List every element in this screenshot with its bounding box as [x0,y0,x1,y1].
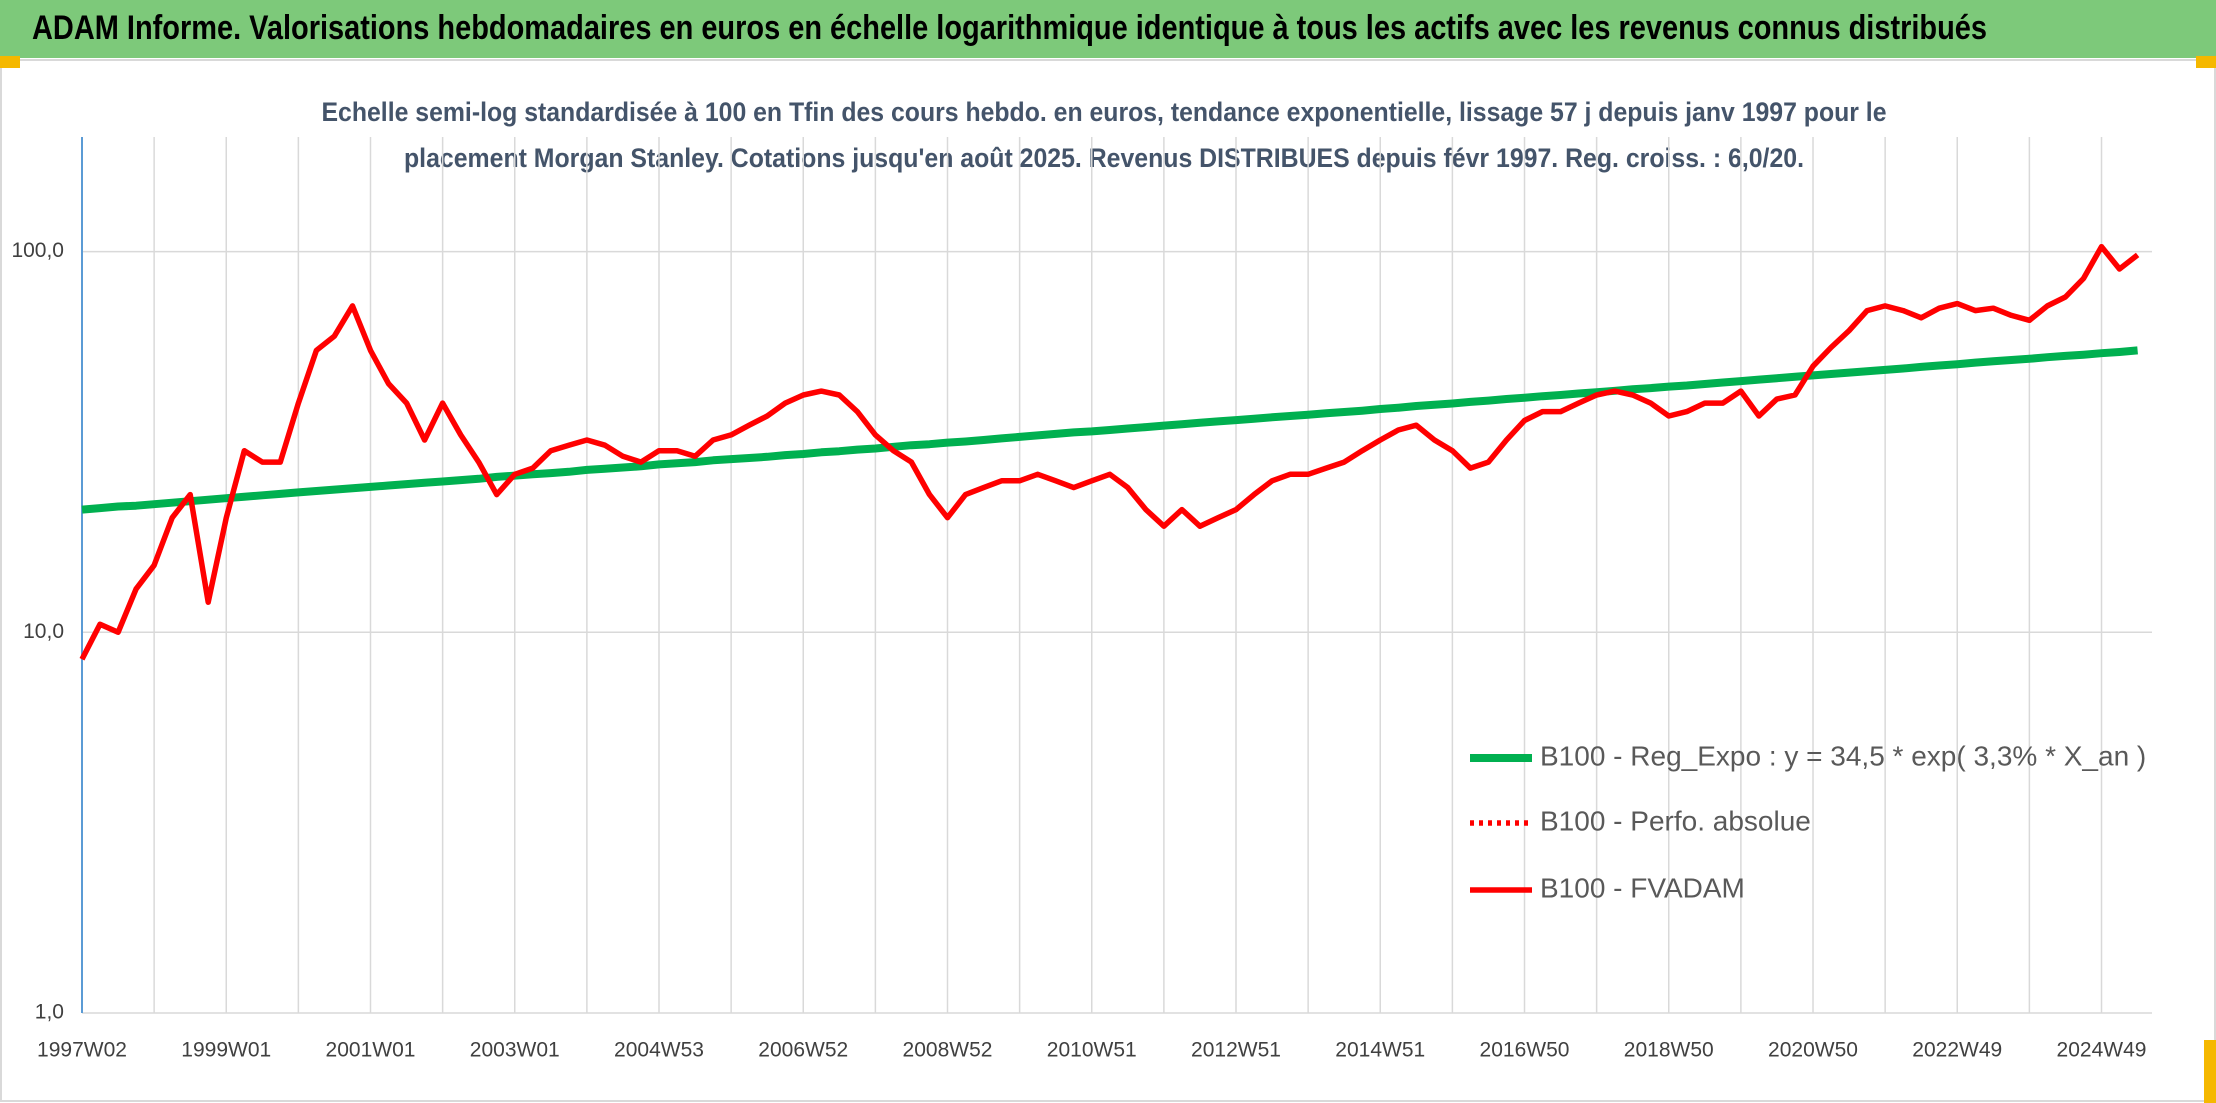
x-tick-label: 2014W51 [1335,1039,1425,1062]
legend-label: B100 - Perfo. absolue [1540,805,1811,836]
x-tick-label: 2012W51 [1191,1039,1281,1062]
x-tick-label: 2004W53 [614,1039,704,1062]
legend-label: B100 - FVADAM [1540,872,1745,903]
page-title: ADAM Informe. Valorisations hebdomadaire… [32,9,1987,47]
x-tick-label: 2008W52 [903,1039,993,1062]
x-tick-label: 2010W51 [1047,1039,1137,1062]
x-tick-label: 2018W50 [1624,1039,1714,1062]
y-tick-label: 1,0 [35,1001,64,1024]
legend-label: B100 - Reg_Expo : y = 34,5 * exp( 3,3% *… [1540,740,2146,771]
frame [0,59,2216,1102]
corner-mark [2196,56,2216,68]
corner-mark [2204,1040,2216,1103]
y-tick-label: 100,0 [11,239,64,262]
x-tick-label: 2003W01 [470,1039,560,1062]
series-line [79,243,2140,661]
x-tick-label: 1997W02 [37,1039,127,1062]
x-tick-label: 2006W52 [758,1039,848,1062]
x-tick-label: 2001W01 [326,1039,416,1062]
series-line [81,346,2138,514]
x-tick-label: 2024W49 [2057,1039,2147,1062]
header-bar [0,0,2216,58]
x-tick-label: 1999W01 [181,1039,271,1062]
x-tick-label: 2020W50 [1768,1039,1858,1062]
chart-subtitle: placement Morgan Stanley. Cotations jusq… [404,143,1804,173]
x-tick-label: 2016W50 [1480,1039,1570,1062]
y-tick-label: 10,0 [23,620,64,643]
corner-mark [0,56,20,68]
chart-subtitle: Echelle semi-log standardisée à 100 en T… [322,97,1887,127]
x-tick-label: 2022W49 [1912,1039,2002,1062]
